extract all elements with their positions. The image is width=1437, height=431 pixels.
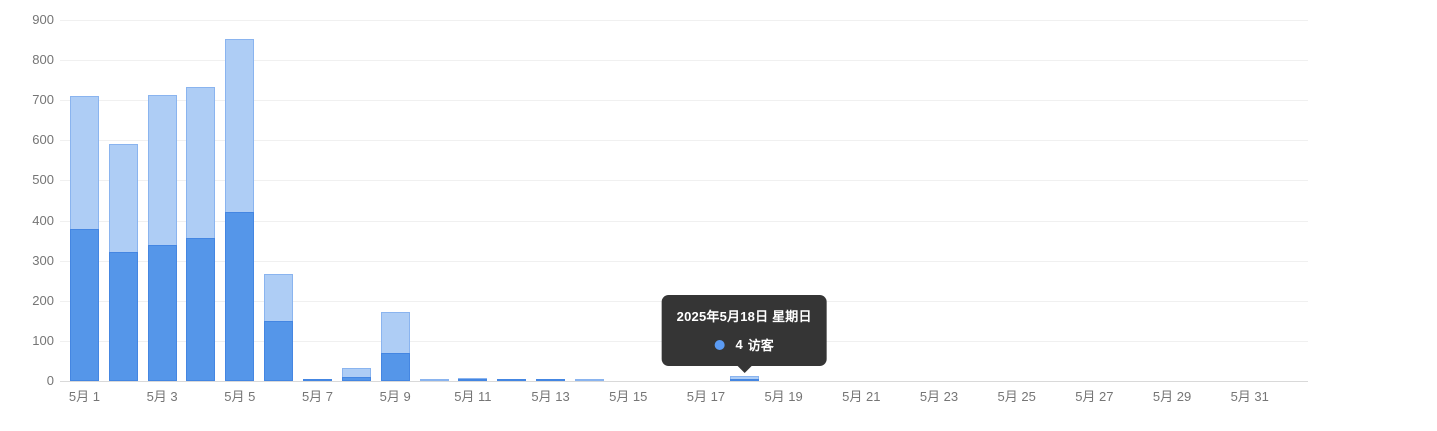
bar-day-18-visitors[interactable] bbox=[730, 379, 759, 381]
x-axis-label-day-3: 5月 3 bbox=[146, 389, 178, 404]
bar-day-12-visitors[interactable] bbox=[497, 379, 526, 381]
bar-day-3-visitors[interactable] bbox=[148, 245, 177, 381]
gridline-800 bbox=[60, 60, 1308, 62]
y-axis-label-0: 0 bbox=[46, 373, 54, 388]
tooltip-series-label: 访客 bbox=[747, 338, 774, 353]
gridline-500 bbox=[60, 180, 1308, 182]
x-axis-label-day-15: 5月 15 bbox=[609, 389, 648, 404]
series-dot-icon bbox=[714, 339, 725, 350]
y-axis-label-900: 900 bbox=[32, 12, 54, 27]
y-axis-label-800: 800 bbox=[32, 52, 54, 68]
x-axis-label-day-7: 5月 7 bbox=[301, 389, 334, 404]
x-axis-label-day-29: 5月 29 bbox=[1152, 389, 1192, 404]
x-axis-label-day-13: 5月 13 bbox=[531, 389, 570, 404]
gridline-400 bbox=[60, 220, 1308, 222]
x-axis-label-day-23: 5月 23 bbox=[919, 389, 959, 404]
y-axis-label-600: 600 bbox=[32, 132, 54, 148]
x-axis-label-day-19: 5月 19 bbox=[764, 389, 803, 404]
bar-day-4-visitors[interactable] bbox=[186, 238, 215, 381]
bar-day-14-total[interactable] bbox=[575, 379, 604, 381]
x-axis-label-day-21: 5月 21 bbox=[842, 389, 881, 404]
bar-day-5-visitors[interactable] bbox=[225, 212, 254, 381]
bar-day-11-visitors[interactable] bbox=[458, 379, 487, 381]
bar-day-6-visitors[interactable] bbox=[264, 321, 293, 381]
x-axis-label-day-11: 5月 11 bbox=[454, 389, 492, 404]
tooltip-date-title: 2025年5月18日 星期日 bbox=[676, 309, 812, 324]
x-axis-label-day-9: 5月 9 bbox=[379, 389, 411, 404]
bar-day-13-visitors[interactable] bbox=[536, 379, 565, 381]
gridline-600 bbox=[60, 140, 1308, 142]
tooltip-arrow bbox=[736, 365, 753, 373]
bar-day-1-visitors[interactable] bbox=[70, 229, 99, 381]
bar-day-8-visitors[interactable] bbox=[342, 377, 371, 381]
gridline-700 bbox=[60, 100, 1308, 102]
bar-day-2-visitors[interactable] bbox=[109, 252, 138, 381]
gridline-900 bbox=[60, 20, 1308, 21]
y-axis-label-200: 200 bbox=[32, 292, 54, 308]
bar-day-10-total[interactable] bbox=[420, 379, 449, 381]
x-axis-label-day-5: 5月 5 bbox=[224, 389, 256, 404]
chart-tooltip: 2025年5月18日 星期日 4 访客 bbox=[661, 295, 827, 373]
x-axis-label-day-31: 5月 31 bbox=[1230, 389, 1269, 404]
tooltip-value: 4 bbox=[735, 337, 743, 352]
gridline-0 bbox=[60, 381, 1308, 382]
x-axis-label-day-1: 5月 1 bbox=[68, 389, 100, 404]
y-axis-label-100: 100 bbox=[32, 332, 54, 348]
y-axis-label-500: 500 bbox=[32, 172, 54, 188]
y-axis-label-700: 700 bbox=[32, 92, 54, 108]
y-axis-label-400: 400 bbox=[32, 212, 54, 228]
x-axis-label-day-25: 5月 25 bbox=[997, 389, 1036, 404]
bar-day-9-visitors[interactable] bbox=[381, 353, 410, 381]
x-axis-label-day-17: 5月 17 bbox=[686, 389, 726, 404]
tooltip-series-row: 4 访客 bbox=[677, 335, 812, 354]
y-axis-label-300: 300 bbox=[32, 252, 54, 268]
bar-day-7-visitors[interactable] bbox=[303, 379, 332, 381]
x-axis-label-day-27: 5月 27 bbox=[1075, 389, 1114, 404]
gridline-300 bbox=[60, 260, 1308, 262]
